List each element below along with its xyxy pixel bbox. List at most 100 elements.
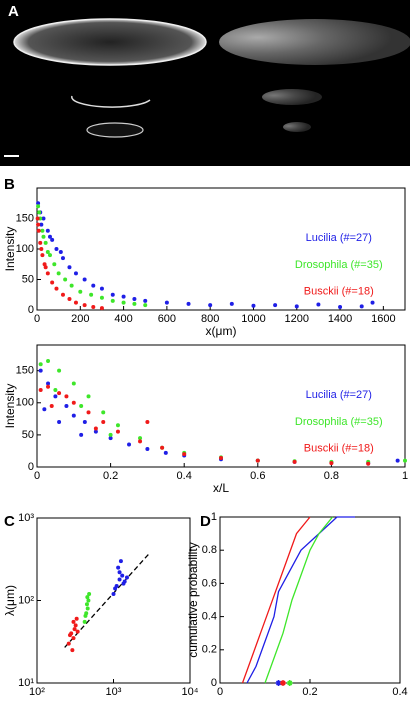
- point: [163, 450, 168, 455]
- chart: 00.20.400.20.40.60.81λ/Lcumulative proba…: [186, 511, 407, 702]
- point: [208, 303, 213, 308]
- cdf-line: [241, 516, 311, 684]
- point: [40, 253, 45, 258]
- point: [145, 420, 150, 425]
- y-axis-label: Intensity: [3, 227, 17, 272]
- point: [182, 452, 187, 457]
- point: [46, 381, 51, 386]
- point: [403, 458, 407, 463]
- legend-entry: Lucilia (#=27): [306, 389, 372, 401]
- point: [370, 300, 375, 305]
- point: [74, 616, 79, 621]
- point: [46, 359, 51, 364]
- chart: 10²10³10⁴10¹10²10³L(μm)λ(μm): [3, 512, 199, 702]
- point: [108, 432, 113, 437]
- x-tick-label: 0: [217, 686, 223, 697]
- point: [124, 575, 129, 580]
- mean-marker: [280, 680, 286, 686]
- point: [71, 636, 76, 641]
- point: [82, 619, 87, 624]
- point: [57, 368, 62, 373]
- point: [79, 404, 84, 408]
- point: [164, 300, 169, 305]
- point: [91, 304, 96, 309]
- panel-label: A: [8, 3, 19, 20]
- point: [85, 606, 90, 611]
- x-tick-label: 0.4: [392, 686, 407, 697]
- legend-entry: Drosophila (#=35): [295, 416, 383, 428]
- point: [73, 300, 78, 305]
- point: [132, 301, 137, 306]
- point: [60, 256, 65, 261]
- point: [72, 627, 77, 632]
- point: [64, 394, 69, 399]
- point: [66, 641, 71, 646]
- y-tick-label: 0.4: [202, 611, 217, 623]
- point: [75, 629, 80, 634]
- x-tick-label: 10³: [106, 686, 122, 697]
- y-tick-label: 0: [28, 304, 34, 316]
- point: [316, 302, 321, 307]
- point: [121, 294, 126, 299]
- point: [71, 381, 76, 386]
- point: [186, 301, 191, 306]
- point: [117, 570, 122, 575]
- point: [40, 228, 45, 233]
- point: [111, 591, 116, 596]
- y-tick-label: 0.8: [202, 544, 217, 556]
- point: [127, 442, 131, 447]
- point: [70, 648, 75, 653]
- point: [86, 598, 91, 603]
- x-tick-label: 0.4: [177, 470, 192, 482]
- point: [50, 280, 55, 285]
- point: [43, 265, 48, 270]
- point: [118, 559, 123, 564]
- point: [115, 423, 120, 428]
- point: [37, 210, 42, 215]
- point: [36, 228, 41, 233]
- point: [99, 286, 104, 291]
- point: [46, 384, 51, 389]
- x-tick-label: 800: [201, 313, 219, 325]
- plot-frame: [36, 344, 406, 468]
- point: [56, 271, 61, 276]
- point: [229, 301, 234, 306]
- point: [120, 573, 125, 578]
- point: [50, 237, 55, 242]
- point: [160, 445, 165, 450]
- point: [121, 581, 126, 586]
- y-axis-label: cumulative probability: [186, 542, 200, 657]
- point: [53, 394, 58, 399]
- panel-a: A: [0, 0, 410, 166]
- x-tick-label: 0.2: [302, 686, 317, 697]
- point: [38, 240, 43, 245]
- fit-line: [64, 552, 151, 648]
- y-tick-label: 10¹: [18, 677, 34, 689]
- point: [110, 292, 115, 297]
- y-tick-label: 0.6: [202, 577, 217, 589]
- point: [41, 234, 46, 239]
- point: [115, 429, 120, 434]
- embryo: [71, 95, 151, 108]
- point: [132, 297, 137, 302]
- x-tick-label: 200: [71, 313, 89, 325]
- point: [47, 234, 52, 239]
- point: [99, 306, 104, 311]
- point: [36, 201, 41, 206]
- point: [41, 216, 46, 221]
- point: [292, 459, 297, 464]
- point: [57, 391, 62, 396]
- y-tick-label: 150: [16, 212, 34, 224]
- x-tick-label: 1: [402, 470, 408, 482]
- point: [101, 410, 106, 415]
- y-tick-label: 50: [22, 429, 34, 441]
- point: [338, 304, 343, 309]
- point: [42, 262, 47, 267]
- point: [366, 461, 371, 466]
- point: [99, 295, 104, 300]
- legend-entry: Lucilia (#=27): [306, 232, 372, 244]
- point: [93, 426, 98, 431]
- y-tick-label: 100: [16, 243, 34, 255]
- point: [71, 413, 76, 418]
- point: [60, 292, 65, 297]
